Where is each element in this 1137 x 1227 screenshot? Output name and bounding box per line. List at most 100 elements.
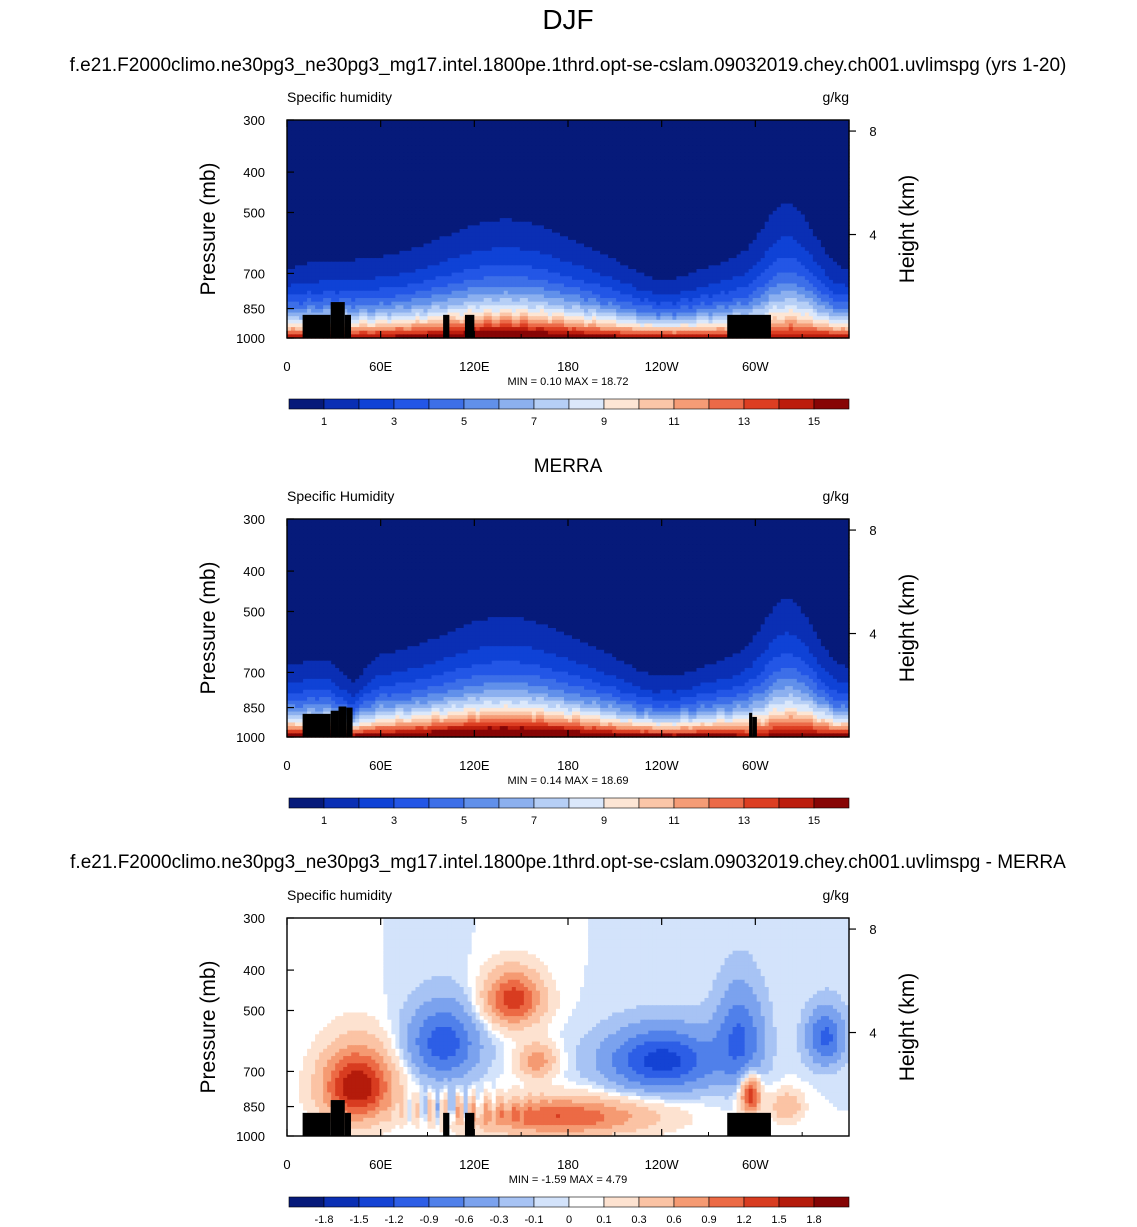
contour-cell xyxy=(483,214,489,219)
contour-cell xyxy=(383,236,388,241)
contour-cell xyxy=(580,221,585,226)
contour-cell xyxy=(471,239,477,245)
contour-cell xyxy=(740,221,746,226)
contour-cell xyxy=(363,210,368,216)
contour-cell xyxy=(363,239,368,245)
contour-cell xyxy=(628,199,633,205)
contour-cell xyxy=(808,225,814,230)
contour-cell xyxy=(736,199,742,205)
contour-cell xyxy=(343,134,348,139)
contour-cell xyxy=(708,134,714,139)
contour-cell xyxy=(796,127,802,132)
contour-cell xyxy=(535,174,541,179)
contour-cell xyxy=(363,178,368,183)
contour-cell xyxy=(555,196,561,201)
contour-cell xyxy=(680,203,686,208)
contour-cell xyxy=(327,149,332,154)
contour-cell xyxy=(407,203,413,208)
contour-cell xyxy=(688,207,694,212)
contour-cell xyxy=(836,207,842,212)
contour-cell xyxy=(752,192,758,197)
contour-cell xyxy=(499,138,505,143)
contour-cell xyxy=(824,225,830,230)
contour-cell xyxy=(796,199,802,205)
contour-cell xyxy=(527,170,533,176)
contour-cell xyxy=(644,181,649,186)
contour-cell xyxy=(816,156,822,161)
contour-cell xyxy=(319,138,324,143)
contour-cell xyxy=(335,163,340,168)
contour-cell xyxy=(483,163,489,168)
contour-cell xyxy=(455,199,461,205)
contour-cell xyxy=(716,156,722,161)
contour-cell xyxy=(371,156,376,161)
contour-cell xyxy=(656,138,661,143)
contour-cell xyxy=(319,192,324,197)
contour-cell xyxy=(467,152,473,157)
contour-cell xyxy=(648,127,653,132)
contour-cell xyxy=(712,134,718,139)
contour-cell xyxy=(407,123,413,128)
contour-cell xyxy=(451,229,457,234)
contour-cell xyxy=(780,192,786,197)
contour-cell xyxy=(804,159,810,165)
contour-cell xyxy=(535,163,541,168)
contour-cell xyxy=(628,178,633,183)
contour-cell xyxy=(620,232,625,237)
contour-cell xyxy=(604,210,609,216)
contour-cell xyxy=(391,221,396,226)
contour-cell xyxy=(463,170,469,176)
contour-cell xyxy=(668,174,673,179)
contour-cell xyxy=(620,170,625,176)
contour-cell xyxy=(383,156,388,161)
contour-cell xyxy=(780,138,786,143)
contour-cell xyxy=(419,134,425,139)
contour-cell xyxy=(511,236,517,241)
contour-cell xyxy=(616,192,621,197)
contour-cell xyxy=(600,123,605,128)
contour-cell xyxy=(467,199,473,205)
contour-cell xyxy=(291,239,296,245)
contour-cell xyxy=(584,127,589,132)
contour-cell xyxy=(539,225,545,230)
contour-cell xyxy=(327,123,332,128)
contour-cell xyxy=(327,210,332,216)
contour-cell xyxy=(331,149,336,154)
contour-cell xyxy=(295,229,300,234)
contour-cell xyxy=(660,210,665,216)
contour-cell xyxy=(692,127,698,132)
contour-cell xyxy=(499,181,505,186)
contour-cell xyxy=(752,159,758,165)
contour-cell xyxy=(563,174,569,179)
contour-cell xyxy=(319,149,324,154)
contour-cell xyxy=(744,207,750,212)
contour-cell xyxy=(736,214,742,219)
contour-cell xyxy=(656,203,661,208)
contour-cell xyxy=(331,225,336,230)
contour-cell xyxy=(407,178,413,183)
contour-cell xyxy=(752,181,758,186)
contour-cell xyxy=(539,145,545,150)
contour-cell xyxy=(752,203,758,208)
contour-cell xyxy=(459,232,465,237)
contour-cell xyxy=(371,225,376,230)
contour-cell xyxy=(363,138,368,143)
contour-cell xyxy=(315,189,320,194)
contour-cell xyxy=(355,192,360,197)
contour-cell xyxy=(423,138,429,143)
contour-cell xyxy=(568,134,573,139)
contour-cell xyxy=(840,199,846,205)
contour-cell xyxy=(451,134,457,139)
contour-cell xyxy=(844,163,850,168)
contour-cell xyxy=(672,149,677,154)
contour-cell xyxy=(704,159,710,165)
contour-cell xyxy=(688,123,694,128)
contour-cell xyxy=(407,138,413,143)
contour-cell xyxy=(652,192,657,197)
contour-cell xyxy=(383,214,388,219)
contour-cell xyxy=(788,243,794,248)
contour-cell xyxy=(339,199,344,205)
contour-cell xyxy=(592,210,597,216)
contour-cell xyxy=(696,196,702,201)
contour-cell xyxy=(652,127,657,132)
